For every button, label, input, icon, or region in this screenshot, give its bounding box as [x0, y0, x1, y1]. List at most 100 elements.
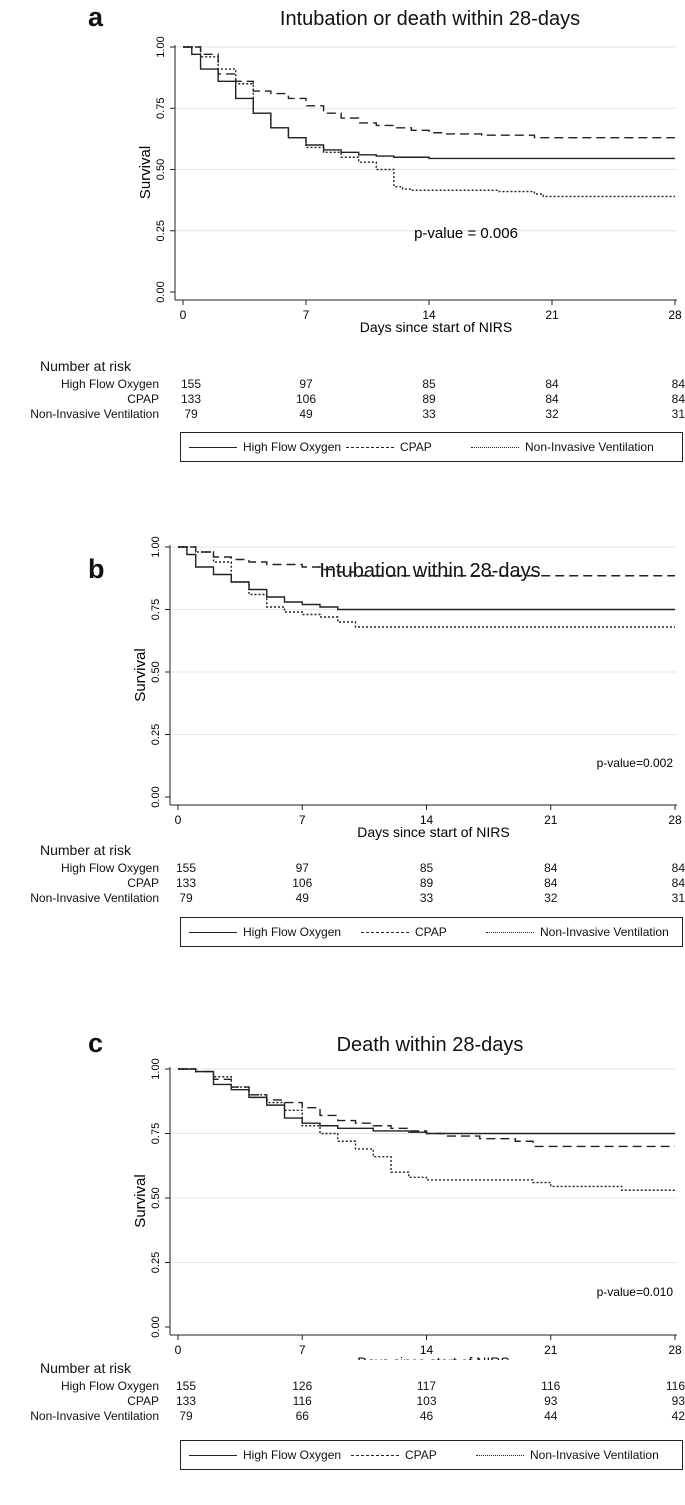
risk-count: 89 [419, 876, 434, 890]
risk-count: 79 [184, 407, 198, 421]
panel-letter: b [88, 554, 105, 584]
risk-count: 44 [544, 1409, 558, 1423]
chart-title: Intubation within 28-days [319, 560, 541, 582]
legend-line-swatch [486, 931, 534, 933]
risk-count: 93 [544, 1394, 558, 1408]
risk-count: 49 [299, 407, 313, 421]
risk-row-label: High Flow Oxygen [60, 1379, 159, 1393]
x-axis-label: Days since start of NIRS [357, 824, 510, 840]
risk-count: 42 [671, 1409, 685, 1423]
panel-letter: a [88, 2, 104, 32]
y-tick-label: 0.50 [150, 1187, 162, 1208]
x-tick-label: 0 [175, 1343, 182, 1357]
risk-count: 79 [179, 1409, 193, 1423]
legend-label: CPAP [405, 1448, 437, 1462]
panel-letter: c [88, 1028, 104, 1058]
risk-count: 84 [671, 861, 685, 875]
risk-count: 85 [422, 377, 436, 391]
risk-count: 84 [545, 377, 559, 391]
risk-count: 32 [545, 407, 559, 421]
legend-item: High Flow Oxygen [189, 918, 341, 946]
x-tick-label: 21 [545, 308, 559, 322]
risk-count: 93 [671, 1394, 685, 1408]
x-tick-label: 14 [422, 308, 436, 322]
risk-count: 155 [175, 861, 197, 875]
km-curve-high-flow-oxygen [183, 46, 675, 160]
y-tick-label: 0.25 [150, 724, 162, 745]
km-curve-high-flow-oxygen [178, 1068, 675, 1135]
x-tick-label: 0 [180, 308, 187, 322]
legend-item: Non-Invasive Ventilation [486, 918, 669, 946]
risk-table-row: High Flow Oxygen 155 126 117 116 116 [0, 1379, 685, 1394]
risk-count: 116 [665, 1379, 685, 1393]
risk-count: 84 [545, 392, 559, 406]
y-axis-label: Survival [132, 648, 149, 701]
risk-count: 103 [416, 1394, 437, 1408]
km-curve-high-flow-oxygen [178, 546, 675, 611]
chart-title: Intubation or death within 28-days [279, 8, 581, 30]
risk-count: 155 [180, 377, 202, 391]
risk-table-row: High Flow Oxygen 155 97 85 84 84 [0, 861, 685, 876]
risk-count: 31 [671, 891, 685, 905]
x-tick-label: 28 [668, 813, 682, 827]
risk-count: 84 [671, 392, 685, 406]
km-curve-cpap [178, 546, 675, 577]
risk-table-row: High Flow Oxygen 155 97 85 84 84 [0, 377, 685, 392]
y-tick-label: 0.50 [150, 661, 162, 682]
legend-label: Non-Invasive Ventilation [525, 440, 654, 454]
risk-row-label: CPAP [127, 876, 159, 890]
risk-table-a: Number at risk High Flow Oxygen 155 97 85 84 8… [0, 358, 685, 430]
risk-count: 32 [544, 891, 558, 905]
risk-count: 31 [671, 407, 685, 421]
x-tick-label: 7 [299, 1343, 306, 1357]
panel-c: c Death within 28-days 0.00 0.25 0.50 0.75 1… [0, 1000, 685, 1505]
risk-table-header: Number at risk [40, 1360, 132, 1376]
risk-row-label: High Flow Oxygen [60, 861, 159, 875]
risk-count: 33 [422, 407, 436, 421]
legend-label: High Flow Oxygen [243, 440, 342, 454]
legend-item: Non-Invasive Ventilation [471, 433, 654, 461]
legend-item: CPAP [351, 1441, 437, 1469]
risk-count: 46 [419, 1409, 434, 1423]
legend-label: High Flow Oxygen [243, 925, 342, 939]
legend-b: High Flow Oxygen CPAP Non-Invasive Ventila… [180, 917, 683, 947]
legend-line-swatch [476, 1454, 524, 1456]
risk-count: 97 [299, 377, 313, 391]
chart-title: Death within 28-days [336, 1034, 524, 1056]
risk-count: 133 [175, 1394, 197, 1408]
risk-count: 106 [295, 392, 317, 406]
legend-line-swatch [189, 931, 237, 933]
y-axis-label: Survival [137, 146, 154, 199]
x-tick-label: 14 [420, 813, 434, 827]
x-tick-label: 21 [544, 813, 558, 827]
risk-row-label: Non-Invasive Ventilation [30, 891, 159, 905]
y-axis-label: Survival [132, 1174, 149, 1227]
x-tick-label: 7 [303, 308, 310, 322]
legend-line-swatch [361, 931, 409, 933]
risk-table-row: Non-Invasive Ventilation 79 49 33 32 31 [0, 407, 685, 422]
km-plot-c: 0.00 0.25 0.50 0.75 1.00 0 7 14 21 28 Days since s… [132, 1058, 682, 1360]
x-tick-label: 0 [175, 813, 182, 827]
legend-line-swatch [189, 1454, 237, 1456]
risk-count: 133 [175, 876, 197, 890]
risk-table-row: CPAP 133 106 89 84 84 [0, 876, 685, 891]
legend-item: High Flow Oxygen [189, 433, 341, 461]
risk-count: 155 [175, 1379, 197, 1393]
risk-count: 116 [541, 1379, 561, 1393]
risk-row-label: CPAP [127, 1394, 159, 1408]
p-value-annotation: p-value = 0.006 [414, 225, 518, 242]
legend-label: Non-Invasive Ventilation [540, 925, 669, 939]
x-tick-label: 21 [544, 1343, 558, 1357]
y-tick-label: 0.00 [155, 281, 167, 302]
x-axis-label: Days since start of NIRS [360, 319, 513, 335]
p-value-annotation: p-value=0.002 [597, 756, 674, 770]
y-tick-label: 0.75 [150, 1123, 162, 1144]
legend-label: CPAP [400, 440, 432, 454]
risk-row-label: CPAP [127, 392, 159, 406]
risk-count: 117 [416, 1379, 437, 1393]
legend-item: CPAP [361, 918, 447, 946]
y-tick-label: 0.50 [155, 159, 167, 180]
km-curve-non-invasive-ventilation [178, 546, 675, 628]
km-curve-cpap [178, 1068, 675, 1148]
x-tick-label: 28 [668, 308, 682, 322]
